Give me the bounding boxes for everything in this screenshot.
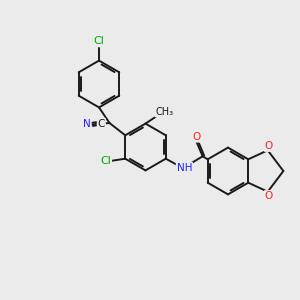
Text: Cl: Cl <box>100 156 111 166</box>
Text: CH₃: CH₃ <box>155 106 173 117</box>
Text: NH: NH <box>177 163 192 173</box>
Text: O: O <box>192 132 200 142</box>
Text: N: N <box>82 119 90 129</box>
Text: O: O <box>265 191 273 201</box>
Text: Cl: Cl <box>94 36 104 46</box>
Text: O: O <box>265 141 273 151</box>
Text: C: C <box>98 118 105 129</box>
